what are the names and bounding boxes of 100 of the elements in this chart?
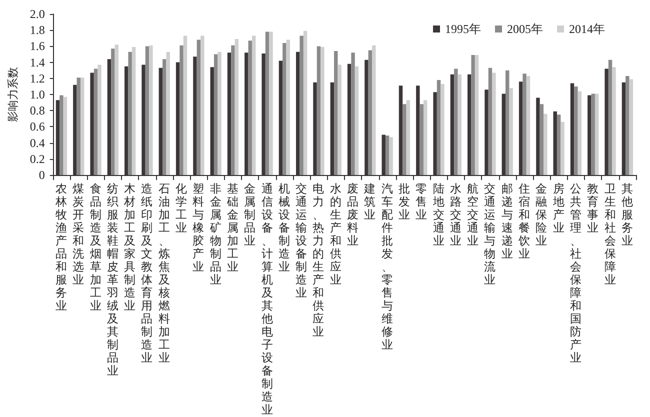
bar (286, 40, 290, 175)
bar (252, 36, 256, 175)
bar (406, 100, 410, 175)
bar (200, 36, 204, 175)
y-tick-label: 1.4 (30, 55, 45, 70)
y-tick-label: 1.6 (30, 39, 45, 54)
bar (368, 50, 372, 175)
x-tick-label: 非金属矿物制品业 (208, 182, 222, 286)
bar (114, 44, 118, 175)
bar (574, 86, 578, 175)
x-tick-label: 房地产业 (552, 182, 565, 234)
x-tick-label: 住宿和餐饮业 (518, 182, 531, 260)
bar (145, 46, 150, 175)
bar (608, 60, 612, 175)
bar (231, 45, 235, 175)
bar (269, 32, 273, 175)
x-tick-label: 化学工业 (176, 182, 188, 234)
y-axis-title: 影响力系数 (6, 67, 20, 122)
bar (626, 76, 630, 175)
bar (218, 52, 222, 175)
bar (265, 32, 270, 175)
legend-label: 2005年 (507, 22, 543, 36)
bar (385, 136, 390, 175)
bar (98, 64, 102, 175)
bar (354, 66, 359, 175)
category-label: 通信设备、计算机及其他电子设备制造业 (261, 184, 274, 416)
bar (196, 40, 201, 175)
bar (316, 46, 321, 175)
y-tick-label: 1.2 (30, 71, 45, 86)
y-tick-label: 0.8 (30, 104, 45, 118)
bar (506, 70, 510, 175)
bar (560, 122, 564, 175)
bar (526, 76, 530, 175)
bar (111, 48, 115, 175)
bar (94, 68, 98, 175)
category-label: 公共管理、社会保障和国防产业 (570, 184, 582, 364)
legend-label: 1995年 (445, 22, 481, 36)
x-tick-label: 塑料与橡胶产业 (192, 182, 205, 274)
bar (578, 91, 582, 175)
bar (180, 45, 184, 175)
x-tick-label: 水的生产和供应业 (330, 182, 342, 286)
bar (474, 55, 479, 175)
x-tick-label: 废品废料业 (347, 182, 360, 248)
legend-label: 2014年 (569, 22, 605, 36)
x-tick-label: 零售业 (416, 182, 428, 222)
bar (436, 80, 441, 175)
y-tick-label: 0.4 (30, 136, 45, 150)
category-label: 食品制造及烟草加工业 (90, 184, 102, 312)
bar (629, 79, 633, 175)
x-tick-label: 建筑业 (363, 182, 376, 222)
category-label: 农林牧渔产品和服务业 (55, 184, 68, 312)
x-tick-label: 煤炭开采和洗选业 (72, 182, 85, 286)
bar (60, 95, 64, 175)
bar (471, 55, 475, 175)
x-tick-label: 交通运输与物流业 (484, 182, 496, 286)
bar (166, 52, 170, 175)
x-tick-label: 其他服务业 (621, 182, 634, 248)
x-tick-label: 基础金属加工业 (226, 182, 239, 274)
bar (334, 51, 338, 175)
bar (303, 30, 308, 175)
bar (612, 67, 616, 175)
x-tick-label: 批发业 (398, 182, 410, 222)
category-label: 纺织服装鞋帽皮革羽绒及其制品业 (106, 184, 119, 378)
bar (132, 47, 136, 175)
bar (423, 100, 428, 175)
y-tick-label: 0.6 (30, 120, 45, 134)
bar (76, 78, 80, 175)
x-tick-label: 陆地交通业 (432, 182, 445, 248)
bar (389, 137, 393, 175)
bar (492, 72, 496, 175)
x-tick-label: 邮递与速递业 (501, 182, 514, 260)
bar (149, 45, 153, 175)
y-tick-label: 0.2 (30, 152, 45, 166)
bar (372, 45, 376, 175)
x-tick-label: 金融保险业 (536, 182, 548, 248)
bar (320, 47, 324, 175)
bar (556, 114, 561, 175)
x-tick-label: 水路交通业 (450, 182, 462, 248)
bar (544, 114, 548, 175)
bar (214, 54, 218, 175)
bar (454, 68, 458, 175)
x-tick-label: 教育事业 (587, 182, 600, 234)
bar (594, 94, 599, 175)
bar (540, 104, 544, 175)
x-tick-label: 金属制品业 (244, 182, 256, 248)
category-label: 电力、热力的生产和供应业 (312, 184, 325, 338)
bar (522, 74, 526, 175)
y-tick-label: 2.0 (30, 7, 45, 21)
x-tick-label: 航空交通业 (467, 182, 480, 248)
bar (183, 36, 188, 175)
bar (282, 42, 286, 175)
bar (488, 68, 492, 175)
bar (458, 74, 462, 175)
y-tick-label: 0 (38, 168, 45, 182)
bar (338, 64, 342, 175)
category-label: 汽车配件批发、零售与维修业 (381, 184, 394, 352)
bar (162, 59, 166, 175)
category-label: 交通运输设备制造业 (296, 184, 308, 300)
bar (591, 94, 595, 175)
category-label: 石油加工、炼焦及核燃料加工业 (158, 184, 170, 364)
